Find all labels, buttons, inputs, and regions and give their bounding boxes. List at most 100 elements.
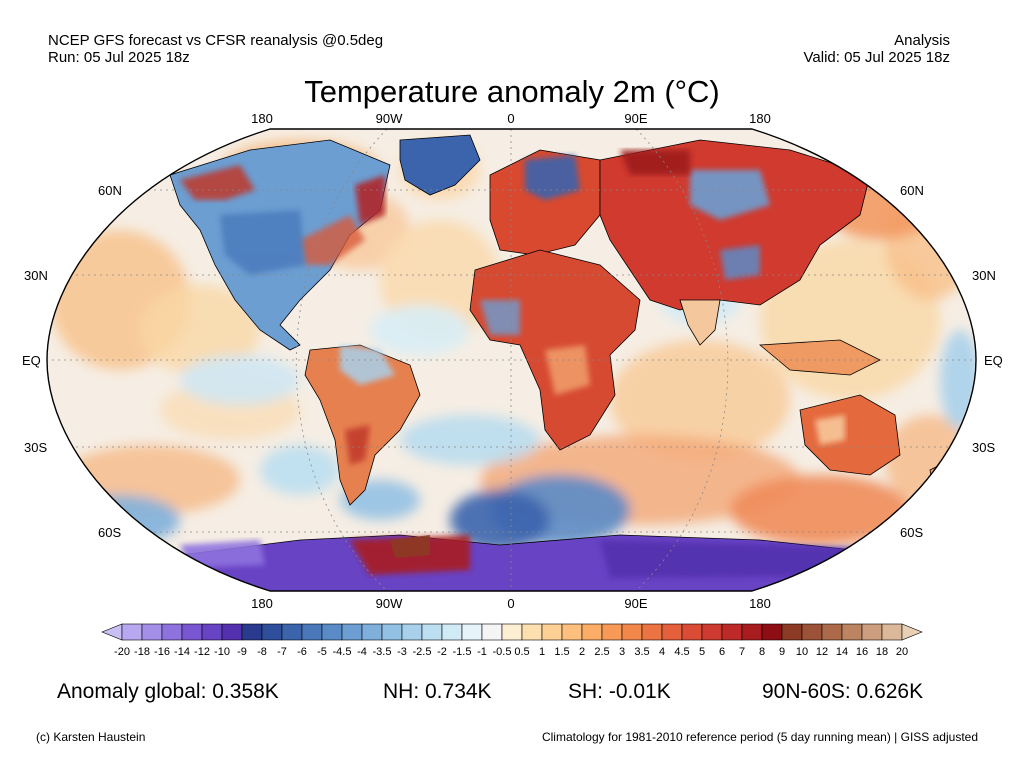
- colorbar-bin: [761, 623, 783, 641]
- colorbar-tick-label: 18: [875, 646, 889, 658]
- colorbar-tick-label: 3: [618, 646, 626, 658]
- colorbar-tick-label: -2.5: [412, 646, 432, 658]
- new-zealand: [929, 464, 946, 496]
- colorbar-bin: [441, 623, 463, 641]
- south-america: [304, 344, 421, 506]
- colorbar-tick-label: -1: [477, 646, 487, 658]
- colorbar-bin: [621, 623, 643, 641]
- colorbar-tick-label: -3.5: [372, 646, 392, 658]
- colorbar-tick-label: 8: [758, 646, 766, 658]
- colorbar-bin: [461, 623, 483, 641]
- australia: [799, 394, 901, 476]
- colorbar-bin: [861, 623, 883, 641]
- lat-label-eq-left: EQ: [22, 353, 41, 368]
- colorbar-tick-label: -12: [194, 646, 210, 658]
- colorbar-tick-label: -9: [237, 646, 247, 658]
- lat-label-30n-left: 30N: [24, 268, 48, 283]
- lat-label-30n-right: 30N: [972, 268, 996, 283]
- colorbar-tick-label: 0.5: [514, 646, 530, 658]
- colorbar-tick-label: -14: [174, 646, 190, 658]
- colorbar-tick-label: 20: [895, 646, 909, 658]
- lon-label-0-bottom: 0: [507, 596, 515, 611]
- colorbar-bin-low: [101, 623, 123, 641]
- colorbar-bin: [521, 623, 543, 641]
- lon-label-90w-bottom: 90W: [375, 596, 403, 611]
- sh-anomaly: SH: -0.01K: [568, 680, 671, 703]
- colorbar-bin: [201, 623, 223, 641]
- colorbar-tick-label: -20: [114, 646, 130, 658]
- colorbar-bin: [181, 623, 203, 641]
- colorbar-bin: [161, 623, 183, 641]
- colorbar-bin: [481, 623, 503, 641]
- lat-label-30s-left: 30S: [24, 440, 48, 455]
- colorbar-tick-label: 10: [795, 646, 809, 658]
- colorbar-bin: [241, 623, 263, 641]
- lon-label-90e-top: 90E: [624, 111, 648, 126]
- lat-label-30s-right: 30S: [972, 440, 996, 455]
- colorbar-tick-label: 12: [815, 646, 829, 658]
- colorbar-bin: [121, 623, 143, 641]
- colorbar-bin: [701, 623, 723, 641]
- colorbar-tick-label: 4: [658, 646, 666, 658]
- lat-label-60n-right: 60N: [900, 183, 924, 198]
- valid-time: Valid: 05 Jul 2025 18z: [803, 49, 951, 66]
- colorbar-bin: [321, 623, 343, 641]
- colorbar-tick-label: -4: [357, 646, 367, 658]
- colorbar-bin: [361, 623, 383, 641]
- colorbar-bin: [561, 623, 583, 641]
- colorbar-bin: [681, 623, 703, 641]
- colorbar: [101, 623, 923, 641]
- model-description: NCEP GFS forecast vs CFSR reanalysis @0.…: [48, 32, 384, 49]
- colorbar-tick-label: 5: [698, 646, 706, 658]
- colorbar-bin: [721, 623, 743, 641]
- lat-label-60n-left: 60N: [98, 183, 122, 198]
- lat-label-60s-left: 60S: [98, 525, 122, 540]
- lon-label-90w-top: 90W: [375, 111, 403, 126]
- colorbar-bin: [781, 623, 803, 641]
- colorbar-bin: [741, 623, 763, 641]
- colorbar-tick-label: 2: [578, 646, 586, 658]
- run-time: Run: 05 Jul 2025 18z: [48, 49, 190, 66]
- polar-anomaly: 90N-60S: 0.626K: [762, 680, 924, 703]
- climatology-note: Climatology for 1981-2010 reference peri…: [541, 730, 978, 744]
- lon-label-180e-top: 180: [749, 111, 771, 126]
- colorbar-tick-label: -3: [397, 646, 407, 658]
- colorbar-bin: [401, 623, 423, 641]
- asia: [599, 139, 871, 311]
- lon-label-0-top: 0: [507, 111, 515, 126]
- colorbar-bin: [641, 623, 663, 641]
- colorbar-bin-high: [901, 623, 923, 641]
- lon-label-180-top: 180: [251, 111, 273, 126]
- colorbar-tick-label: -5: [317, 646, 327, 658]
- colorbar-bin: [841, 623, 863, 641]
- graticule: [47, 129, 976, 591]
- colorbar-tick-label: 4.5: [674, 646, 690, 658]
- colorbar-tick-label: 6: [718, 646, 726, 658]
- colorbar-tick-label: -8: [257, 646, 267, 658]
- colorbar-bin: [881, 623, 903, 641]
- colorbar-tick-label: -16: [154, 646, 170, 658]
- colorbar-tick-label: 14: [835, 646, 849, 658]
- colorbar-tick-label: -2: [437, 646, 447, 658]
- colorbar-tick-label: -4.5: [332, 646, 352, 658]
- land-anomaly: [88, 134, 946, 591]
- colorbar-bin: [501, 623, 523, 641]
- colorbar-tick-label: -7: [277, 646, 287, 658]
- colorbar-tick-label: 9: [778, 646, 786, 658]
- colorbar-bin: [821, 623, 843, 641]
- colorbar-tick-label: 3.5: [634, 646, 650, 658]
- analysis-label: Analysis: [894, 32, 950, 49]
- nh-anomaly: NH: 0.734K: [383, 680, 492, 703]
- credit: (c) Karsten Haustein: [36, 730, 146, 744]
- lat-label-60s-right: 60S: [900, 525, 924, 540]
- maritime-continent: [758, 339, 881, 376]
- map-border: [46, 128, 977, 592]
- global-anomaly: Anomaly global: 0.358K: [57, 680, 279, 703]
- colorbar-tick-label: 16: [855, 646, 869, 658]
- colorbar-tick-label: 7: [738, 646, 746, 658]
- lon-label-90e-bottom: 90E: [624, 596, 648, 611]
- lon-label-180-bottom: 180: [251, 596, 273, 611]
- colorbar-tick-label: -10: [214, 646, 230, 658]
- colorbar-tick-label: -6: [297, 646, 307, 658]
- colorbar-tick-label: -1.5: [452, 646, 472, 658]
